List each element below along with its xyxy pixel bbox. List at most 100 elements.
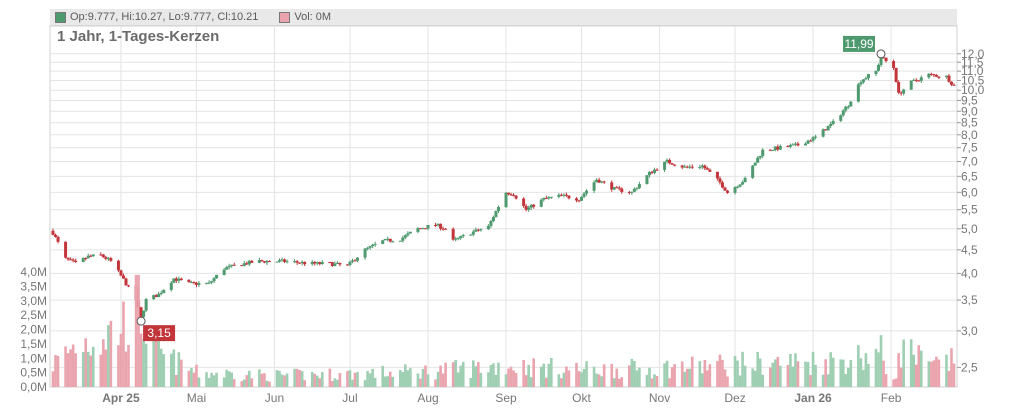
time-tick-label: Jul xyxy=(342,391,357,405)
candle-body xyxy=(421,228,425,230)
candle-body xyxy=(439,223,443,229)
volume-bar xyxy=(474,366,478,387)
volume-bar xyxy=(159,348,163,387)
candle-body xyxy=(142,310,146,317)
volume-bar xyxy=(293,368,296,387)
candle-body xyxy=(814,136,818,138)
volume-bar xyxy=(562,372,566,387)
marker-circle xyxy=(876,49,886,59)
volume-bar xyxy=(258,369,261,387)
volume-bar xyxy=(444,362,447,387)
volume-tick-label: 0,5M xyxy=(20,366,47,380)
volume-bar xyxy=(857,345,860,387)
candle-body xyxy=(459,236,463,238)
volume-bar xyxy=(399,370,402,387)
chart-title: 1 Jahr, 1-Tages-Kerzen xyxy=(57,28,220,45)
volume-bar xyxy=(461,361,465,387)
volume-bar xyxy=(406,370,410,387)
candle-body xyxy=(210,281,214,283)
candle-body xyxy=(139,307,143,317)
candle-body xyxy=(313,261,317,264)
candle-body xyxy=(637,184,641,189)
candle-body xyxy=(260,260,264,262)
candle-body xyxy=(821,129,825,137)
volume-bar xyxy=(547,363,551,387)
volume-tick-label: 0,0M xyxy=(20,380,47,394)
volume-bar xyxy=(522,360,525,387)
candle-body xyxy=(668,159,672,164)
price-tick-label: 12,0 xyxy=(961,47,985,61)
candle-body xyxy=(683,166,687,168)
volume-bar xyxy=(391,376,395,387)
volume-bar xyxy=(638,367,641,387)
candle-body xyxy=(461,235,465,237)
volume-bar xyxy=(630,358,634,387)
candle-body xyxy=(383,239,387,241)
volume-bar xyxy=(346,371,349,387)
volume-bar xyxy=(386,376,390,387)
volume-bar xyxy=(776,356,780,387)
volume-bar xyxy=(620,377,624,387)
volume-bar xyxy=(366,371,369,387)
price-tick-label: 8,5 xyxy=(961,116,978,130)
volume-bar xyxy=(215,372,218,387)
volume-bar xyxy=(225,369,228,387)
candle-body xyxy=(844,106,848,111)
candle-body xyxy=(247,260,251,265)
candle-body xyxy=(874,70,878,75)
volume-bar xyxy=(434,379,437,387)
marker-label: 3,15 xyxy=(147,326,171,340)
candle-body xyxy=(215,274,219,279)
candle-body xyxy=(655,169,659,171)
volume-bar xyxy=(338,372,342,387)
price-tick-label: 3,0 xyxy=(961,324,978,338)
candle-body xyxy=(403,235,407,238)
candle-body xyxy=(104,257,108,259)
candle-body xyxy=(947,75,951,82)
candle-body xyxy=(602,181,606,183)
candle-body xyxy=(788,145,792,147)
time-tick-label: Nov xyxy=(649,391,670,405)
candle-body xyxy=(388,238,392,242)
volume-bar xyxy=(74,353,77,387)
volume-bar xyxy=(363,380,367,387)
candle-body xyxy=(859,82,863,85)
candle-body xyxy=(91,254,95,257)
volume-bar xyxy=(371,368,374,387)
volume-bar xyxy=(718,354,722,387)
candle-body xyxy=(441,228,445,230)
volume-bar xyxy=(310,371,314,387)
candle-body xyxy=(152,295,156,300)
volume-bar xyxy=(504,374,508,387)
candle-body xyxy=(547,197,551,199)
volume-bar xyxy=(741,351,744,387)
candle-body xyxy=(330,262,334,266)
candle-body xyxy=(824,129,828,131)
volume-bar xyxy=(222,377,226,387)
candle-body xyxy=(84,258,88,260)
price-tick-label: 4,0 xyxy=(961,266,978,280)
candle-body xyxy=(620,188,624,192)
volume-bar xyxy=(102,339,105,387)
candle-body xyxy=(456,237,460,239)
volume-bar xyxy=(909,339,913,387)
candle-body xyxy=(509,194,513,196)
candle-body xyxy=(212,278,216,282)
candle-body xyxy=(56,236,60,242)
candle-body xyxy=(486,225,490,230)
volume-bar xyxy=(81,352,85,387)
volume-bar xyxy=(275,370,279,387)
candle-body xyxy=(280,259,284,261)
price-tick-label: 11,5 xyxy=(961,55,984,69)
volume-bar xyxy=(567,370,571,387)
candle-body xyxy=(902,89,906,94)
candle-body xyxy=(157,293,161,298)
candle-body xyxy=(348,261,352,266)
volume-bar xyxy=(300,371,304,387)
candle-body xyxy=(595,179,599,183)
volume-bar xyxy=(509,366,513,387)
volume-bar xyxy=(119,333,123,387)
volume-bar xyxy=(477,362,480,387)
volume-bar xyxy=(862,369,865,387)
